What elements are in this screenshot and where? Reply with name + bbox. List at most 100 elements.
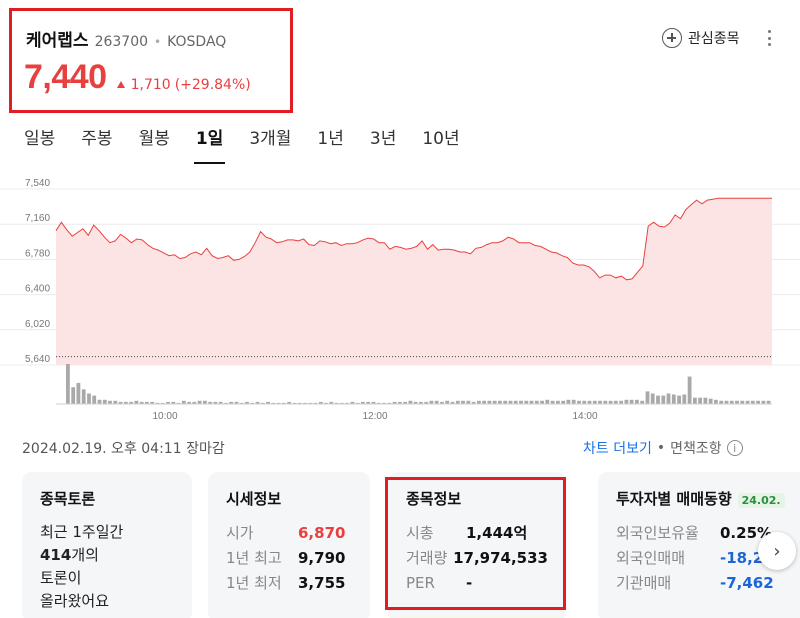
quote-value: 9,790 <box>298 549 346 567</box>
investor-row-foreign: 외국인매매 -18,2 <box>616 546 800 571</box>
volume-bar <box>687 376 692 404</box>
tab-monthly[interactable]: 월봉 <box>138 129 170 149</box>
volume-bar <box>297 402 302 404</box>
volume-bar <box>334 402 339 404</box>
volume-bar <box>750 400 755 404</box>
tab-1day[interactable]: 1일 <box>193 124 226 164</box>
volume-bar <box>677 395 681 404</box>
volume-bar <box>540 400 544 404</box>
volume-bar <box>208 401 213 404</box>
stock-info-row-marketcap: 시총 1,444억 <box>406 521 548 546</box>
tab-3year[interactable]: 3년 <box>369 129 397 149</box>
x-tick-label: 12:00 <box>362 411 387 422</box>
volume-bar <box>413 401 418 404</box>
volume-bar <box>729 400 734 404</box>
volume-bar <box>340 402 344 404</box>
volume-bar <box>492 400 497 404</box>
volume-bar <box>308 402 313 404</box>
x-tick-label: 10:00 <box>152 411 177 422</box>
volume-bar <box>345 402 349 404</box>
quote-card[interactable]: 시세정보 시가 6,870 1년 최고 9,790 1년 최저 3,755 <box>208 472 370 618</box>
chart-links: 차트 더보기 • 면책조항 i <box>583 438 743 458</box>
volume-bar <box>455 400 460 404</box>
more-options-icon[interactable] <box>768 30 772 46</box>
volume-bar <box>113 400 118 404</box>
volume-bar <box>155 402 160 404</box>
investor-row-institution: 기관매매 -7,462 <box>616 571 800 596</box>
volume-bar <box>87 393 91 404</box>
volume-bar <box>471 401 476 404</box>
y-tick-label: 5,640 <box>25 354 50 365</box>
volume-bar <box>134 400 139 404</box>
volume-bar <box>577 400 581 404</box>
volume-bar <box>150 401 155 404</box>
stock-info-value: - <box>466 574 473 592</box>
quote-label: 시가 <box>226 524 254 542</box>
volume-bar <box>366 401 371 404</box>
tab-10year[interactable]: 10년 <box>422 129 460 149</box>
volume-bar <box>598 400 602 404</box>
tab-3month[interactable]: 3개월 <box>249 129 292 149</box>
disclaimer-link[interactable]: 면책조항 <box>670 441 722 457</box>
volume-bar <box>71 387 76 404</box>
investor-title-row: 투자자별 매매동향 24.02. <box>616 488 800 509</box>
volume-bar <box>682 394 687 404</box>
market-timestamp: 2024.02.19. 오후 04:11 장마감 <box>22 441 225 457</box>
y-tick-label: 6,400 <box>25 284 50 295</box>
volume-bar <box>397 401 402 404</box>
favorite-button[interactable]: 관심종목 <box>662 28 740 48</box>
volume-bar <box>171 401 176 404</box>
investor-card[interactable]: 투자자별 매매동향 24.02. 외국인보유율 0.25% 외국인매매 -18,2… <box>598 472 800 618</box>
volume-bar <box>197 400 202 404</box>
next-card-button[interactable]: › <box>758 532 796 570</box>
volume-bar <box>224 402 228 404</box>
more-chart-link[interactable]: 차트 더보기 <box>583 441 652 457</box>
volume-bar <box>513 400 518 404</box>
investor-label: 기관매매 <box>616 574 672 592</box>
stock-name: 케어랩스 <box>26 31 89 51</box>
stock-info-highlight-box <box>385 477 566 610</box>
discussion-card[interactable]: 종목토론 최근 1주일간 414개의 토론이 올라왔어요 <box>22 472 192 618</box>
stock-code: 263700 <box>94 34 149 50</box>
price-area <box>56 198 772 365</box>
volume-bar <box>524 400 529 404</box>
tab-1year[interactable]: 1년 <box>317 129 344 149</box>
volume-bar <box>271 402 276 404</box>
volume-bar <box>245 401 249 404</box>
volume-bar <box>166 401 170 404</box>
discussion-count: 414 <box>40 546 72 564</box>
volume-bar <box>724 400 729 404</box>
info-icon[interactable]: i <box>726 440 743 456</box>
investor-label: 외국인매매 <box>616 549 686 567</box>
stock-info-value: 1,444억 <box>466 524 528 542</box>
y-tick-label: 7,540 <box>25 178 50 189</box>
volume-bar <box>92 395 97 404</box>
volume-bar <box>76 382 81 404</box>
volume-bar <box>661 395 666 404</box>
investor-value: -7,462 <box>720 574 774 592</box>
volume-bar <box>361 401 365 404</box>
stock-info-card[interactable]: 종목정보 시총 1,444억 거래량 17,974,533 PER - <box>388 472 566 618</box>
price-highlight-box <box>9 8 293 113</box>
volume-bar <box>461 400 465 404</box>
volume-bar <box>735 400 739 404</box>
volume-bar <box>534 400 539 404</box>
volume-bar <box>756 400 760 404</box>
tab-weekly[interactable]: 주봉 <box>81 129 113 149</box>
volume-bar <box>287 401 292 404</box>
volume-bar <box>318 401 323 404</box>
volume-bar <box>118 401 123 404</box>
volume-bar <box>582 400 587 404</box>
volume-bar <box>382 402 386 404</box>
volume-bar <box>181 400 186 404</box>
link-separator: • <box>656 440 666 456</box>
stock-info-label: PER <box>406 574 435 592</box>
intraday-chart[interactable]: 7,540 7,160 6,780 6,400 6,020 5,640 10:00 12:0… <box>0 175 800 425</box>
volume-bar <box>324 402 328 404</box>
volume-bar <box>556 400 560 404</box>
volume-bar <box>650 393 655 404</box>
tab-daily[interactable]: 일봉 <box>24 129 56 149</box>
volume-bar <box>81 389 86 404</box>
change-amount: 1,710 <box>130 76 171 93</box>
volume-bar <box>766 400 771 404</box>
